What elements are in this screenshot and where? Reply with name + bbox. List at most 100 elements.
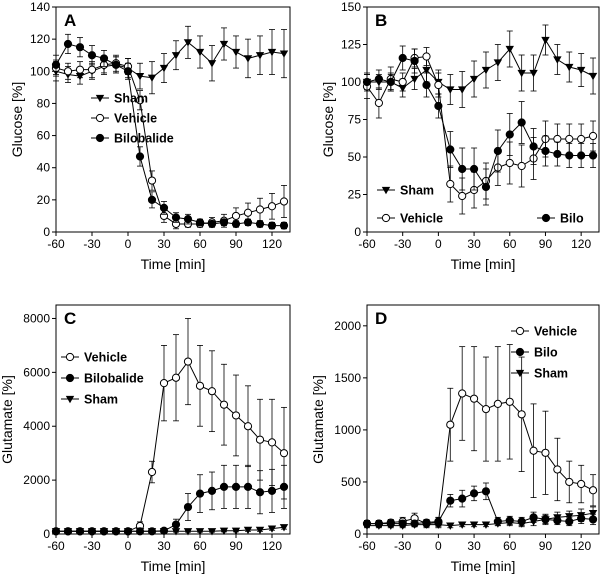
y-tick-label: 8000	[23, 311, 50, 325]
y-tick-label: 75	[348, 113, 362, 127]
data-point	[553, 465, 562, 474]
data-point	[171, 528, 181, 536]
legend-label: Bilo	[534, 346, 558, 360]
data-point	[171, 52, 181, 60]
legend-label: Sham	[400, 184, 434, 198]
data-point	[481, 404, 491, 414]
data-point	[565, 151, 574, 160]
data-point	[577, 134, 586, 144]
series-sham	[362, 506, 598, 530]
x-tick-label: -30	[83, 237, 101, 251]
x-tick-label: 30	[467, 237, 481, 251]
data-point	[469, 394, 479, 403]
data-point	[410, 75, 419, 84]
y-tick-label: 140	[30, 0, 50, 14]
y-tick-label: 0	[354, 527, 361, 541]
data-point	[279, 197, 289, 206]
data-point	[171, 520, 181, 529]
data-point	[159, 203, 169, 212]
series-sham	[362, 24, 598, 108]
data-point	[135, 96, 145, 105]
x-tick-label: -60	[47, 237, 65, 251]
data-point	[207, 219, 217, 229]
panel-b-frame	[366, 6, 600, 233]
data-point	[517, 69, 526, 78]
x-tick-label: -60	[47, 539, 65, 553]
data-point	[517, 520, 526, 528]
data-point	[505, 158, 514, 168]
data-point	[207, 60, 217, 68]
data-point	[565, 134, 574, 144]
data-point	[111, 528, 121, 536]
panel-c-legend: Vehicle Bilobalide Sham	[61, 351, 144, 407]
data-point	[386, 522, 395, 530]
data-point	[481, 182, 491, 192]
data-point	[446, 179, 455, 189]
data-point	[207, 486, 217, 495]
data-point	[207, 528, 217, 536]
x-tick-label: 120	[571, 237, 591, 251]
data-point	[159, 528, 169, 536]
data-point	[458, 389, 467, 398]
y-tick-label: 500	[341, 475, 361, 489]
data-point	[434, 521, 443, 529]
y-tick-label: 125	[341, 38, 361, 52]
data-point	[529, 518, 538, 526]
x-tick-label: 90	[539, 237, 553, 251]
data-point	[267, 48, 277, 57]
data-point	[588, 131, 598, 141]
data-point	[517, 161, 526, 171]
data-point	[267, 438, 277, 447]
data-point	[362, 522, 372, 530]
y-tick-label: 60	[37, 129, 51, 143]
data-point	[183, 502, 193, 512]
data-point	[123, 67, 133, 76]
x-tick-label: 0	[435, 237, 442, 251]
x-tick-label: 60	[503, 237, 517, 251]
legend-marker	[515, 326, 525, 336]
panel-letter: A	[64, 11, 76, 30]
data-point	[111, 60, 121, 69]
data-point	[541, 448, 550, 457]
x-tick-label: 120	[262, 539, 282, 553]
data-point	[219, 40, 229, 49]
data-point	[87, 51, 97, 60]
data-point	[231, 211, 241, 221]
data-point	[565, 513, 574, 521]
legend-marker	[541, 213, 551, 223]
data-point	[410, 521, 419, 529]
panel-c-frame	[55, 304, 291, 535]
data-point	[231, 527, 241, 535]
data-point	[505, 519, 514, 527]
legend-label: Bilo	[560, 212, 584, 226]
data-point	[75, 528, 85, 536]
y-tick-label: 100	[341, 75, 361, 89]
data-point	[243, 526, 253, 535]
data-point	[51, 60, 61, 69]
legend-label: Bilobalide	[84, 372, 144, 386]
data-point	[541, 146, 550, 156]
data-point	[255, 205, 265, 214]
y-tick-label: 50	[348, 150, 362, 164]
data-point	[517, 118, 526, 127]
series-bilo-line	[366, 57, 594, 189]
data-point	[553, 56, 562, 64]
y-tick-label: 2000	[334, 319, 361, 333]
x-tick-label: 60	[193, 539, 207, 553]
data-point	[231, 411, 241, 420]
series-vehicle-line	[367, 392, 594, 525]
data-point	[553, 149, 562, 159]
data-point	[135, 528, 145, 536]
data-point	[63, 39, 73, 49]
data-point	[588, 486, 598, 495]
data-point	[219, 527, 229, 535]
data-point	[219, 218, 229, 227]
data-point	[553, 134, 562, 144]
x-tick-label: -60	[358, 237, 376, 251]
data-point	[493, 59, 503, 67]
data-point	[398, 53, 407, 63]
x-axis-title: Time [min]	[141, 256, 206, 272]
y-axis-title: Glucose [%]	[9, 82, 25, 157]
data-point	[422, 66, 431, 75]
x-tick-label: 90	[539, 539, 553, 553]
